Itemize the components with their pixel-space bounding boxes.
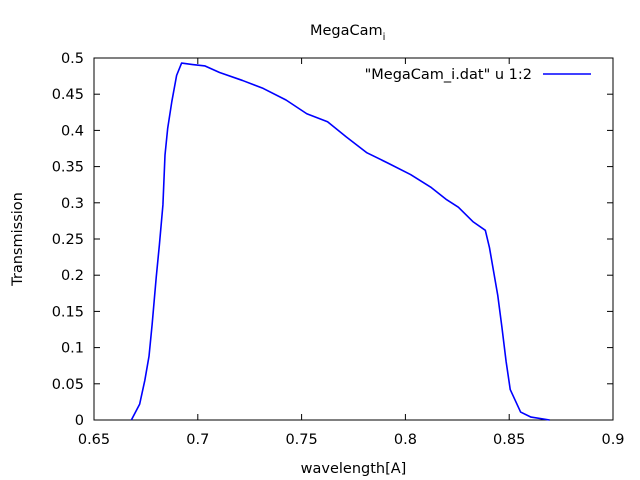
- legend: "MegaCam_i.dat" u 1:2: [365, 67, 591, 83]
- y-axis-ticks: 0 0.05 0.1 0.15 0.2 0.25 0.3 0.35 0.4 0.45 0.5: [52, 51, 613, 429]
- chart-title-subscript: i: [383, 32, 386, 43]
- y-tick-label: 0.35: [52, 160, 84, 176]
- plot-frame: [93, 57, 614, 421]
- chart-title-main: MegaCam: [310, 23, 383, 39]
- x-tick-label: 0.85: [493, 432, 525, 448]
- y-tick-label: 0.25: [52, 232, 84, 248]
- y-tick-label: 0.5: [61, 51, 84, 67]
- y-tick-label: 0.2: [61, 268, 84, 284]
- chart-title: MegaCami: [310, 23, 385, 43]
- y-tick-label: 0.3: [61, 196, 84, 212]
- y-tick-label: 0.1: [61, 341, 84, 357]
- y-tick-label: 0.15: [52, 304, 84, 320]
- x-tick-label: 0.8: [394, 432, 417, 448]
- series-line: [130, 62, 550, 421]
- x-axis-ticks: 0.65 0.7 0.75 0.8 0.85 0.9: [78, 58, 625, 448]
- y-tick-label: 0.05: [52, 377, 84, 393]
- y-tick-label: 0: [75, 413, 84, 429]
- x-axis-label: wavelength[A]: [301, 461, 407, 477]
- legend-label: "MegaCam_i.dat" u 1:2: [365, 67, 532, 83]
- y-tick-label: 0.45: [52, 87, 84, 103]
- x-tick-label: 0.65: [78, 432, 110, 448]
- x-tick-label: 0.9: [601, 432, 624, 448]
- series-layer: [130, 62, 550, 421]
- y-axis-label: Transmission: [10, 192, 26, 287]
- x-tick-label: 0.7: [186, 432, 209, 448]
- y-tick-label: 0.4: [61, 123, 84, 139]
- x-tick-label: 0.75: [285, 432, 317, 448]
